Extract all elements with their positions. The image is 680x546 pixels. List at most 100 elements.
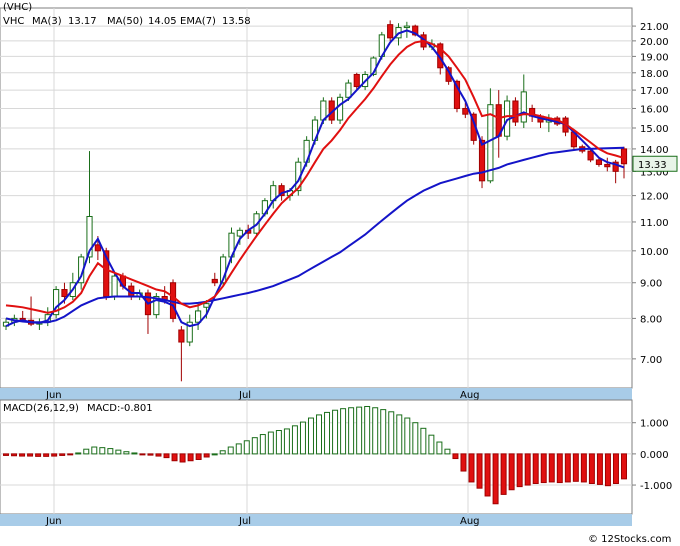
macd-bar-negative [556, 453, 563, 484]
macd-bar-positive [380, 409, 387, 455]
candle-down [94, 244, 101, 252]
price-y-tick-label: 17.00 [640, 86, 669, 97]
legend-ma50-value: 14.05 [148, 16, 177, 27]
price-y-tick-label: 12.00 [640, 192, 669, 203]
macd-bar-negative [468, 453, 475, 483]
macd-bar-positive [316, 414, 323, 455]
macd-bar-positive [275, 430, 282, 455]
macd-legend-label: MACD(26,12,9) [3, 403, 79, 414]
candle-down [478, 139, 486, 182]
price-y-tick-label: 19.00 [640, 52, 669, 63]
macd-histogram [3, 405, 627, 505]
price-y-tick-label: 8.00 [640, 314, 662, 325]
macd-bar-positive [372, 407, 379, 455]
macd-bar-positive [436, 441, 443, 455]
price-y-tick-label: 14.00 [640, 145, 669, 156]
macd-bar-negative [35, 453, 42, 457]
macd-bar-positive [91, 446, 98, 455]
macd-bar-positive [404, 417, 411, 455]
price-y-tick-label: 13.00 [640, 167, 669, 178]
macd-bar-positive [99, 447, 106, 455]
price-y-tick-label: 18.00 [640, 69, 669, 80]
macd-bar-negative [171, 453, 178, 462]
macd-bar-negative [460, 453, 467, 472]
macd-bar-positive [235, 443, 242, 455]
macd-bar-positive [364, 405, 371, 455]
macd-bar-negative [187, 453, 194, 462]
macd-bar-negative [3, 453, 9, 456]
price-x-axis: Jun Jul Aug [45, 390, 480, 401]
candle-up [53, 289, 60, 316]
macd-bar-negative [612, 453, 619, 485]
candle-up [203, 303, 210, 308]
ema7-line [5, 39, 625, 314]
candle-up [520, 91, 527, 123]
macd-bar-negative [195, 453, 202, 460]
price-panel [0, 7, 633, 389]
macd-bar-negative [524, 453, 531, 486]
candle-down [512, 100, 519, 123]
macd-bar-negative [596, 453, 603, 485]
macd-bar-positive [219, 450, 226, 455]
price-x-tick-label: Jul [238, 390, 251, 401]
price-y-tick-label: 15.00 [640, 124, 669, 135]
macd-x-axis: Jun Jul Aug [45, 516, 480, 527]
price-y-tick-label: 9.00 [640, 279, 662, 290]
last-price-label: 13.33 [638, 160, 667, 171]
candle-up [194, 310, 202, 323]
macd-x-tick-label: Aug [460, 516, 480, 527]
candle-down [587, 150, 594, 161]
candle-up [403, 25, 410, 29]
macd-bar-positive [307, 417, 314, 455]
macd-legend-value: MACD:-0.801 [87, 403, 153, 414]
macd-bar-positive [348, 407, 355, 455]
macd-bar-negative [604, 453, 611, 487]
macd-bar-negative [163, 453, 170, 459]
chart-title: (VHC) [3, 2, 32, 13]
macd-bar-positive [291, 425, 298, 455]
macd-bar-positive [123, 451, 130, 455]
price-x-tick-label: Jun [45, 390, 62, 401]
legend-ticker: VHC [3, 16, 24, 27]
macd-bar-negative [155, 453, 162, 457]
price-y-tick-label: 11.00 [640, 218, 669, 229]
macd-x-tick-label: Jul [238, 516, 251, 527]
macd-bar-negative [51, 453, 58, 457]
macd-bar-positive [227, 446, 234, 455]
candle-up [345, 82, 352, 98]
macd-bar-negative [572, 453, 579, 482]
watermark: © 12Stocks.com [588, 534, 671, 545]
macd-y-tick-label: -1.000 [640, 481, 672, 492]
macd-bar-positive [428, 434, 435, 455]
macd-bar-negative [452, 453, 459, 460]
candle-down [353, 73, 360, 88]
macd-y-tick-label: 0.000 [640, 450, 669, 461]
candle-down [61, 289, 68, 298]
candle-down [387, 24, 394, 39]
macd-bar-negative [621, 453, 627, 480]
macd-bar-negative [492, 453, 499, 505]
candle-up [153, 296, 160, 316]
candle-down [604, 163, 611, 168]
legend-ema7-value: 13.58 [222, 16, 251, 27]
macd-bar-negative [516, 453, 523, 488]
price-x-tick-label: Aug [460, 390, 480, 401]
candle-up [236, 229, 243, 237]
macd-bar-positive [444, 448, 451, 455]
macd-bar-negative [508, 453, 515, 491]
candle-down [612, 161, 619, 172]
macd-date-band [0, 514, 632, 526]
macd-y-axis: 1.000 0.000 -1.000 [632, 419, 672, 492]
macd-bar-negative [147, 453, 154, 456]
macd-bar-positive [388, 411, 395, 455]
macd-bar-positive [251, 437, 258, 455]
macd-bar-negative [540, 453, 547, 484]
macd-bar-negative [476, 453, 483, 489]
candle-down [412, 25, 419, 36]
macd-bar-positive [332, 409, 339, 455]
macd-bar-positive [211, 453, 218, 456]
legend-ma3-value: 13.17 [68, 16, 97, 27]
macd-x-tick-label: Jun [45, 516, 62, 527]
macd-bar-negative [139, 453, 146, 456]
macd-bar-positive [340, 408, 347, 455]
